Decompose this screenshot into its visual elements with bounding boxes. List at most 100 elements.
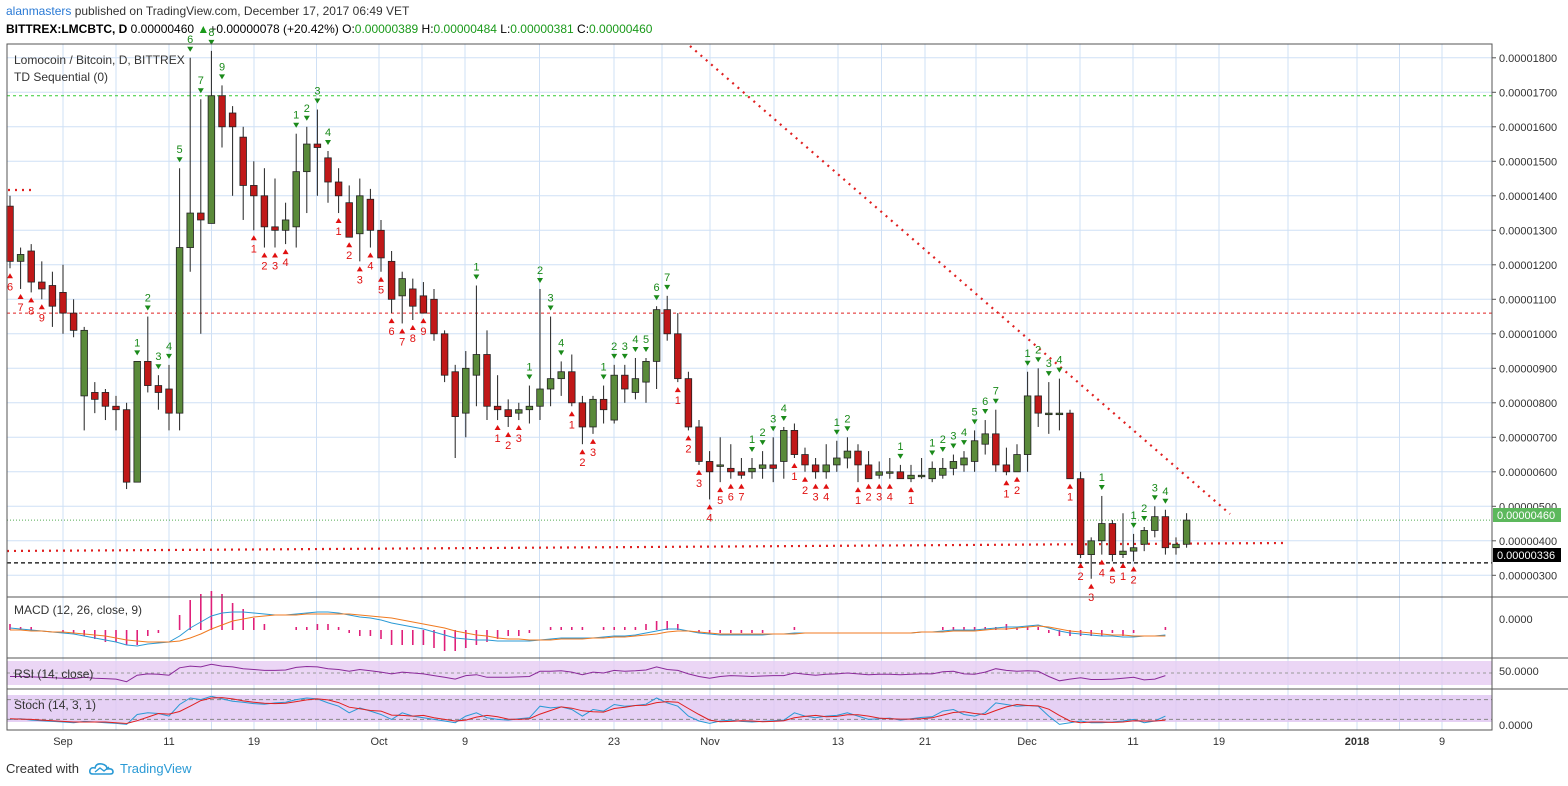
price-tick-label: 0.00001100 <box>1499 294 1556 306</box>
time-tick-label: 23 <box>608 736 620 748</box>
candle-body <box>27 250 35 283</box>
candle-body <box>409 288 417 307</box>
candle-body <box>578 402 587 428</box>
tradingview-logo[interactable]: TradingView <box>88 761 192 776</box>
candle-body <box>472 354 481 376</box>
candle-body <box>1140 530 1148 545</box>
candle-body <box>154 385 163 393</box>
td-down-triangle <box>632 346 639 352</box>
candle-body <box>239 136 247 186</box>
candle-body <box>610 374 618 421</box>
td-down-triangle <box>950 443 957 449</box>
last-price-badge-text: 0.00000460 <box>1497 510 1555 522</box>
td-up-triangle <box>335 218 342 224</box>
td-count-label: 2 <box>579 457 585 469</box>
td-count-label: 1 <box>791 471 797 483</box>
candle-body <box>960 457 968 466</box>
candle-body <box>1172 543 1180 549</box>
td-down-triangle <box>749 447 755 452</box>
candle-body <box>1108 523 1117 555</box>
stoch-legend: Stoch (14, 3, 1) <box>14 698 96 712</box>
td-up-triangle <box>886 483 893 489</box>
publish-line: alanmasters published on TradingView.com… <box>6 4 409 18</box>
td-count-label: 3 <box>516 433 522 445</box>
td-up-triangle <box>388 318 395 324</box>
td-count-label: 2 <box>537 265 543 277</box>
price-tick-label: 0.00000900 <box>1499 363 1557 375</box>
td-count-label: 1 <box>293 110 299 122</box>
td-count-label: 9 <box>39 312 45 324</box>
td-down-triangle <box>558 350 565 356</box>
candle-body <box>621 374 629 390</box>
close-label: C: <box>577 22 590 36</box>
candle-body <box>334 181 343 197</box>
candle-body <box>970 440 979 462</box>
td-down-triangle <box>1098 484 1105 490</box>
price-tick-label: 0.00000800 <box>1499 398 1557 410</box>
candle-body <box>589 398 597 428</box>
price-axis: 0.000003000.000004000.000005000.00000600… <box>1492 53 1557 582</box>
candle-body <box>112 405 120 411</box>
candle-body <box>525 405 534 411</box>
td-count-label: 1 <box>473 262 479 274</box>
td-count-label: 3 <box>357 274 363 286</box>
td-down-triangle <box>473 274 480 280</box>
td-count-label: 4 <box>707 512 713 524</box>
td-count-label: 5 <box>717 495 723 507</box>
td-down-triangle <box>939 447 946 452</box>
change-arrow-icon: ▲ <box>197 22 210 36</box>
time-tick-label: 11 <box>163 736 174 748</box>
candle-body <box>462 367 470 414</box>
td-count-label: 7 <box>664 272 670 284</box>
candle-body <box>313 143 322 148</box>
price-tick-label: 0.00001300 <box>1499 225 1557 237</box>
candle-body <box>875 471 883 476</box>
price-tick-label: 0.00000700 <box>1499 432 1557 444</box>
td-up-triangle <box>7 273 13 279</box>
candle-body <box>1119 550 1127 556</box>
candle-body <box>377 229 385 259</box>
open-value: 0.00000389 <box>354 22 419 36</box>
candle-body <box>133 360 141 483</box>
candle-body <box>292 171 300 228</box>
td-down-triangle <box>176 157 183 163</box>
candle-body <box>16 254 25 262</box>
price-tick-label: 0.00001200 <box>1499 260 1557 272</box>
td-down-triangle <box>155 364 162 370</box>
td-down-triangle <box>929 450 936 456</box>
td-up-triangle <box>17 293 24 299</box>
candle-body <box>59 291 67 314</box>
cloud-icon <box>88 762 114 775</box>
candle-body <box>175 247 184 414</box>
td-count-label: 5 <box>378 285 384 297</box>
price-tick-label: 0.00000400 <box>1499 536 1557 548</box>
td-count-label: 4 <box>283 257 289 269</box>
rsi-legend: RSI (14, close) <box>14 667 93 681</box>
td-count-label: 1 <box>1131 510 1137 522</box>
candle-body <box>928 467 936 480</box>
candle-body <box>949 461 958 469</box>
td-down-triangle <box>208 39 215 45</box>
price-tick-label: 0.00000300 <box>1499 570 1557 582</box>
td-up-triangle <box>38 304 45 310</box>
candle-body <box>727 467 735 473</box>
candle-body <box>1076 478 1085 556</box>
candle-body <box>886 471 894 474</box>
td-down-triangle <box>971 419 978 425</box>
candle-body <box>843 450 852 459</box>
candle-body <box>992 433 1000 466</box>
td-count-label: 1 <box>251 243 257 255</box>
candle-body <box>345 202 353 238</box>
td-count-label: 6 <box>982 396 988 408</box>
author-link[interactable]: alanmasters <box>6 4 72 18</box>
td-count-label: 4 <box>887 492 893 504</box>
candle-body <box>1034 395 1042 414</box>
signal-line <box>10 613 1166 643</box>
td-down-triangle <box>992 398 999 404</box>
td-up-triangle <box>378 276 384 282</box>
macd-axis-label: 0.0000 <box>1499 614 1533 626</box>
td-down-triangle <box>897 453 904 459</box>
price-tick-label: 0.00001600 <box>1499 122 1557 134</box>
td-up-triangle <box>791 463 798 468</box>
